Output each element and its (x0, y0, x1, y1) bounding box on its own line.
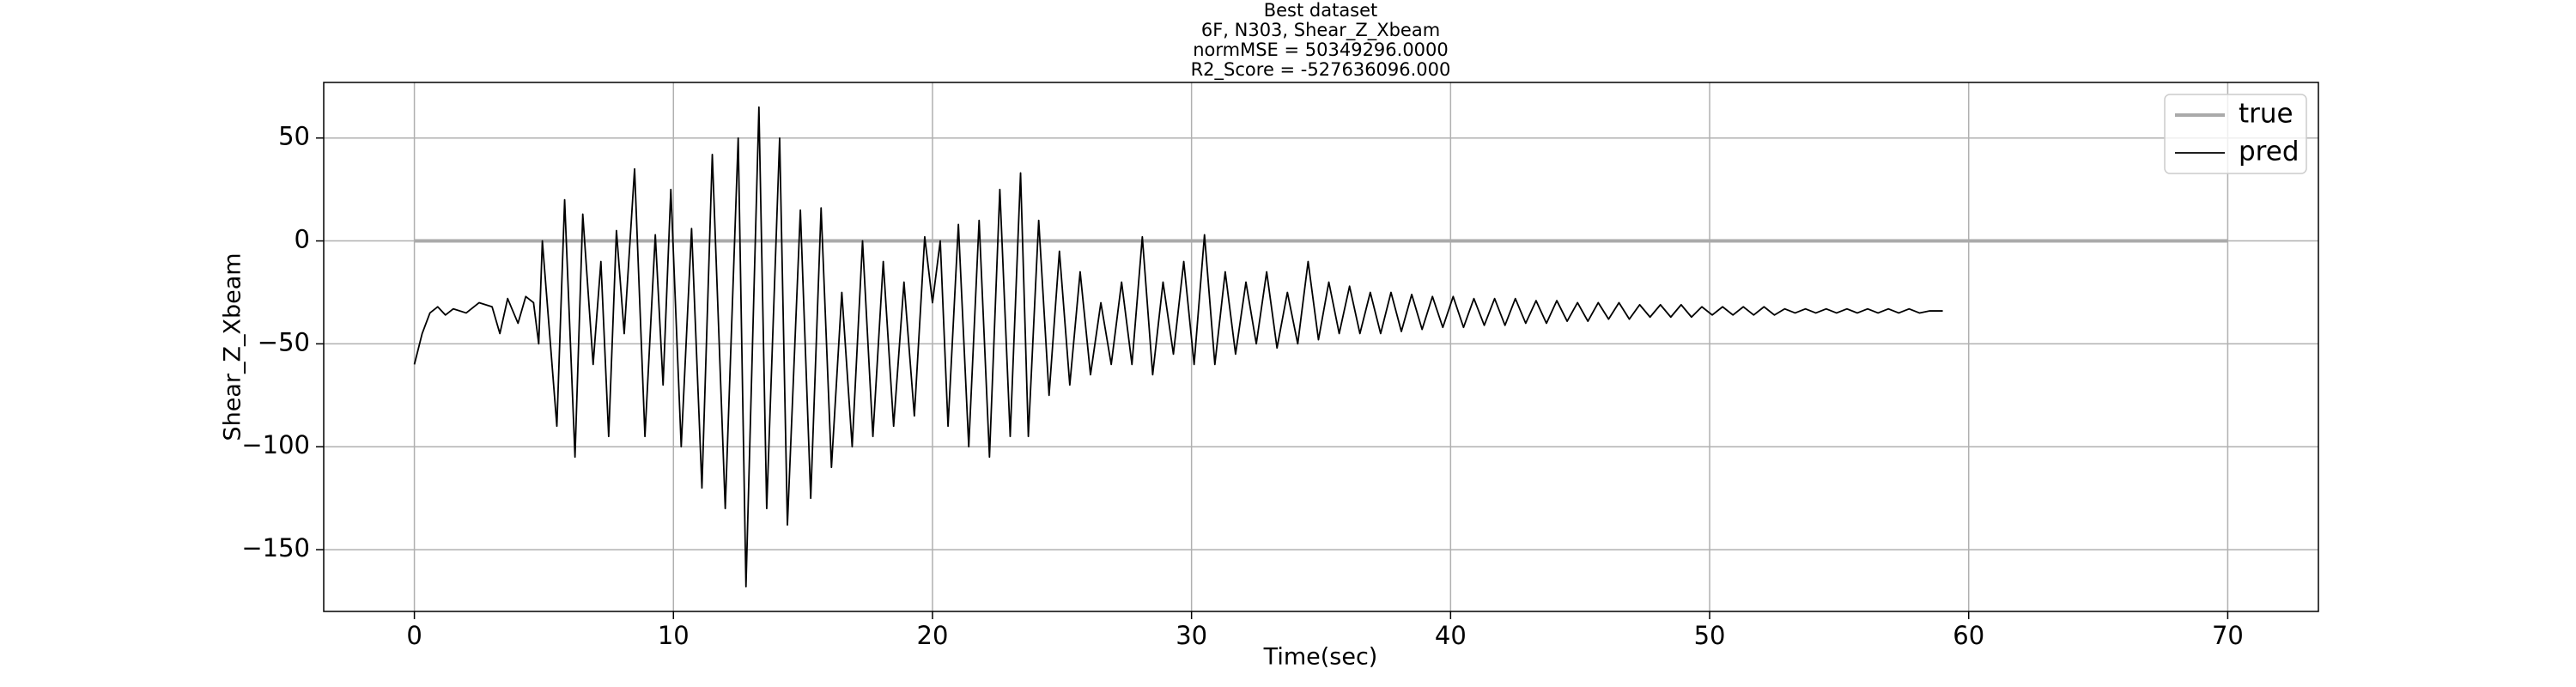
x-tick-label: 30 (1176, 621, 1207, 650)
line-pred (413, 106, 1943, 588)
chart-subtitle: R2_Score = -527636096.000 (1191, 59, 1451, 81)
x-tick-label: 10 (658, 621, 690, 650)
chart-subtitle: 6F, N303, Shear_Z_Xbeam (1201, 20, 1440, 41)
x-tick-label: 70 (2212, 621, 2244, 650)
chart-subtitle: normMSE = 50349296.0000 (1193, 40, 1449, 60)
x-axis-label: Time(sec) (1263, 644, 1378, 671)
x-tick-label: 60 (1953, 621, 1984, 650)
y-tick-label: −150 (241, 533, 310, 562)
x-tick-label: 0 (406, 621, 422, 650)
chart-title: Best dataset (1264, 0, 1378, 21)
x-tick-label: 40 (1435, 621, 1467, 650)
x-tick-label: 20 (917, 621, 949, 650)
x-tick-label: 50 (1694, 621, 1726, 650)
y-axis-label: Shear_Z_Xbeam (220, 252, 246, 441)
y-tick-label: −50 (258, 327, 310, 356)
y-tick-label: −100 (241, 430, 310, 459)
legend-label: pred (2239, 137, 2300, 167)
legend-label: true (2239, 99, 2293, 130)
y-tick-label: 50 (278, 122, 310, 151)
y-tick-label: 0 (295, 225, 310, 254)
plot-frame (323, 82, 2319, 612)
